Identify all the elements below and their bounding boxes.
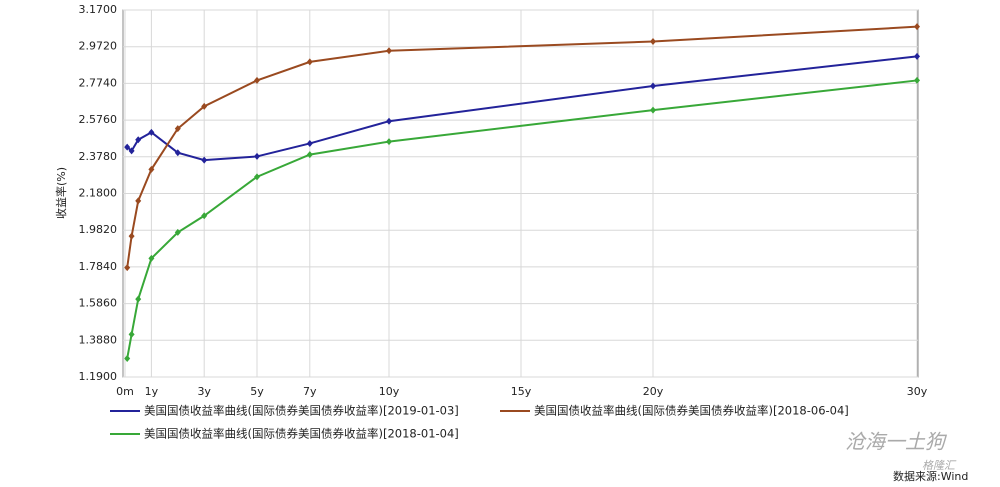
- legend-label: 美国国债收益率曲线(国际债券美国债券收益率)[2018-06-04]: [534, 404, 849, 418]
- point: [201, 156, 208, 164]
- point: [201, 212, 208, 220]
- y-axis-label: 收益率(%): [54, 167, 68, 219]
- point: [135, 295, 142, 303]
- x-tick-label: 15y: [511, 385, 532, 398]
- point: [386, 117, 392, 125]
- point: [386, 47, 392, 55]
- watermark: 格隆汇: [922, 459, 957, 472]
- point: [148, 254, 155, 262]
- point: [148, 165, 155, 173]
- y-tick-label: 2.5760: [79, 113, 118, 126]
- point: [135, 136, 142, 144]
- line: [126, 79, 918, 359]
- point: [650, 82, 656, 90]
- legend-label: 美国国债收益率曲线(国际债券美国债券收益率)[2018-01-04]: [144, 427, 459, 441]
- source: 数据来源:Wind: [893, 469, 968, 483]
- point: [174, 228, 181, 236]
- point: [124, 354, 131, 362]
- line: [126, 25, 918, 268]
- y-tick-label: 1.1900: [79, 370, 118, 383]
- y-tick-label: 1.3880: [79, 333, 118, 346]
- point: [306, 151, 313, 159]
- point: [254, 173, 260, 181]
- x-tick-label: 30y: [907, 385, 928, 398]
- x-tick-label: 3y: [197, 385, 211, 398]
- point: [650, 106, 656, 114]
- y-tick-label: 1.9820: [79, 223, 118, 236]
- x-tick-label: 10y: [379, 385, 400, 398]
- point: [124, 143, 131, 151]
- x-tick-label: 1y: [145, 385, 159, 398]
- point: [914, 23, 920, 31]
- legend-label: 美国国债收益率曲线(国际债券美国债券收益率)[2019-01-03]: [144, 404, 459, 418]
- point: [254, 152, 260, 160]
- point: [306, 139, 313, 147]
- y-tick-label: 1.7840: [79, 260, 118, 273]
- point: [128, 330, 135, 338]
- watermark: 沧海一土狗: [845, 430, 948, 454]
- point: [386, 138, 392, 146]
- y-tick-label: 3.1700: [79, 3, 118, 16]
- point: [306, 58, 313, 66]
- x-tick-label: 0m: [116, 385, 134, 398]
- point: [124, 264, 131, 272]
- point: [128, 147, 135, 155]
- point: [135, 197, 142, 205]
- y-tick-label: 1.5860: [79, 297, 118, 310]
- point: [148, 128, 155, 136]
- y-tick-label: 2.1800: [79, 187, 118, 200]
- point: [201, 102, 208, 110]
- y-tick-label: 2.3780: [79, 150, 118, 163]
- point: [174, 125, 181, 133]
- point: [914, 52, 920, 60]
- point: [650, 38, 656, 46]
- point: [914, 76, 920, 84]
- x-tick-label: 5y: [250, 385, 264, 398]
- y-tick-label: 2.7740: [79, 76, 118, 89]
- x-tick-label: 7y: [303, 385, 317, 398]
- point: [128, 232, 135, 240]
- point: [174, 149, 181, 157]
- line: [126, 55, 918, 162]
- x-tick-label: 20y: [643, 385, 664, 398]
- y-tick-label: 2.9720: [79, 40, 118, 53]
- point: [254, 76, 260, 84]
